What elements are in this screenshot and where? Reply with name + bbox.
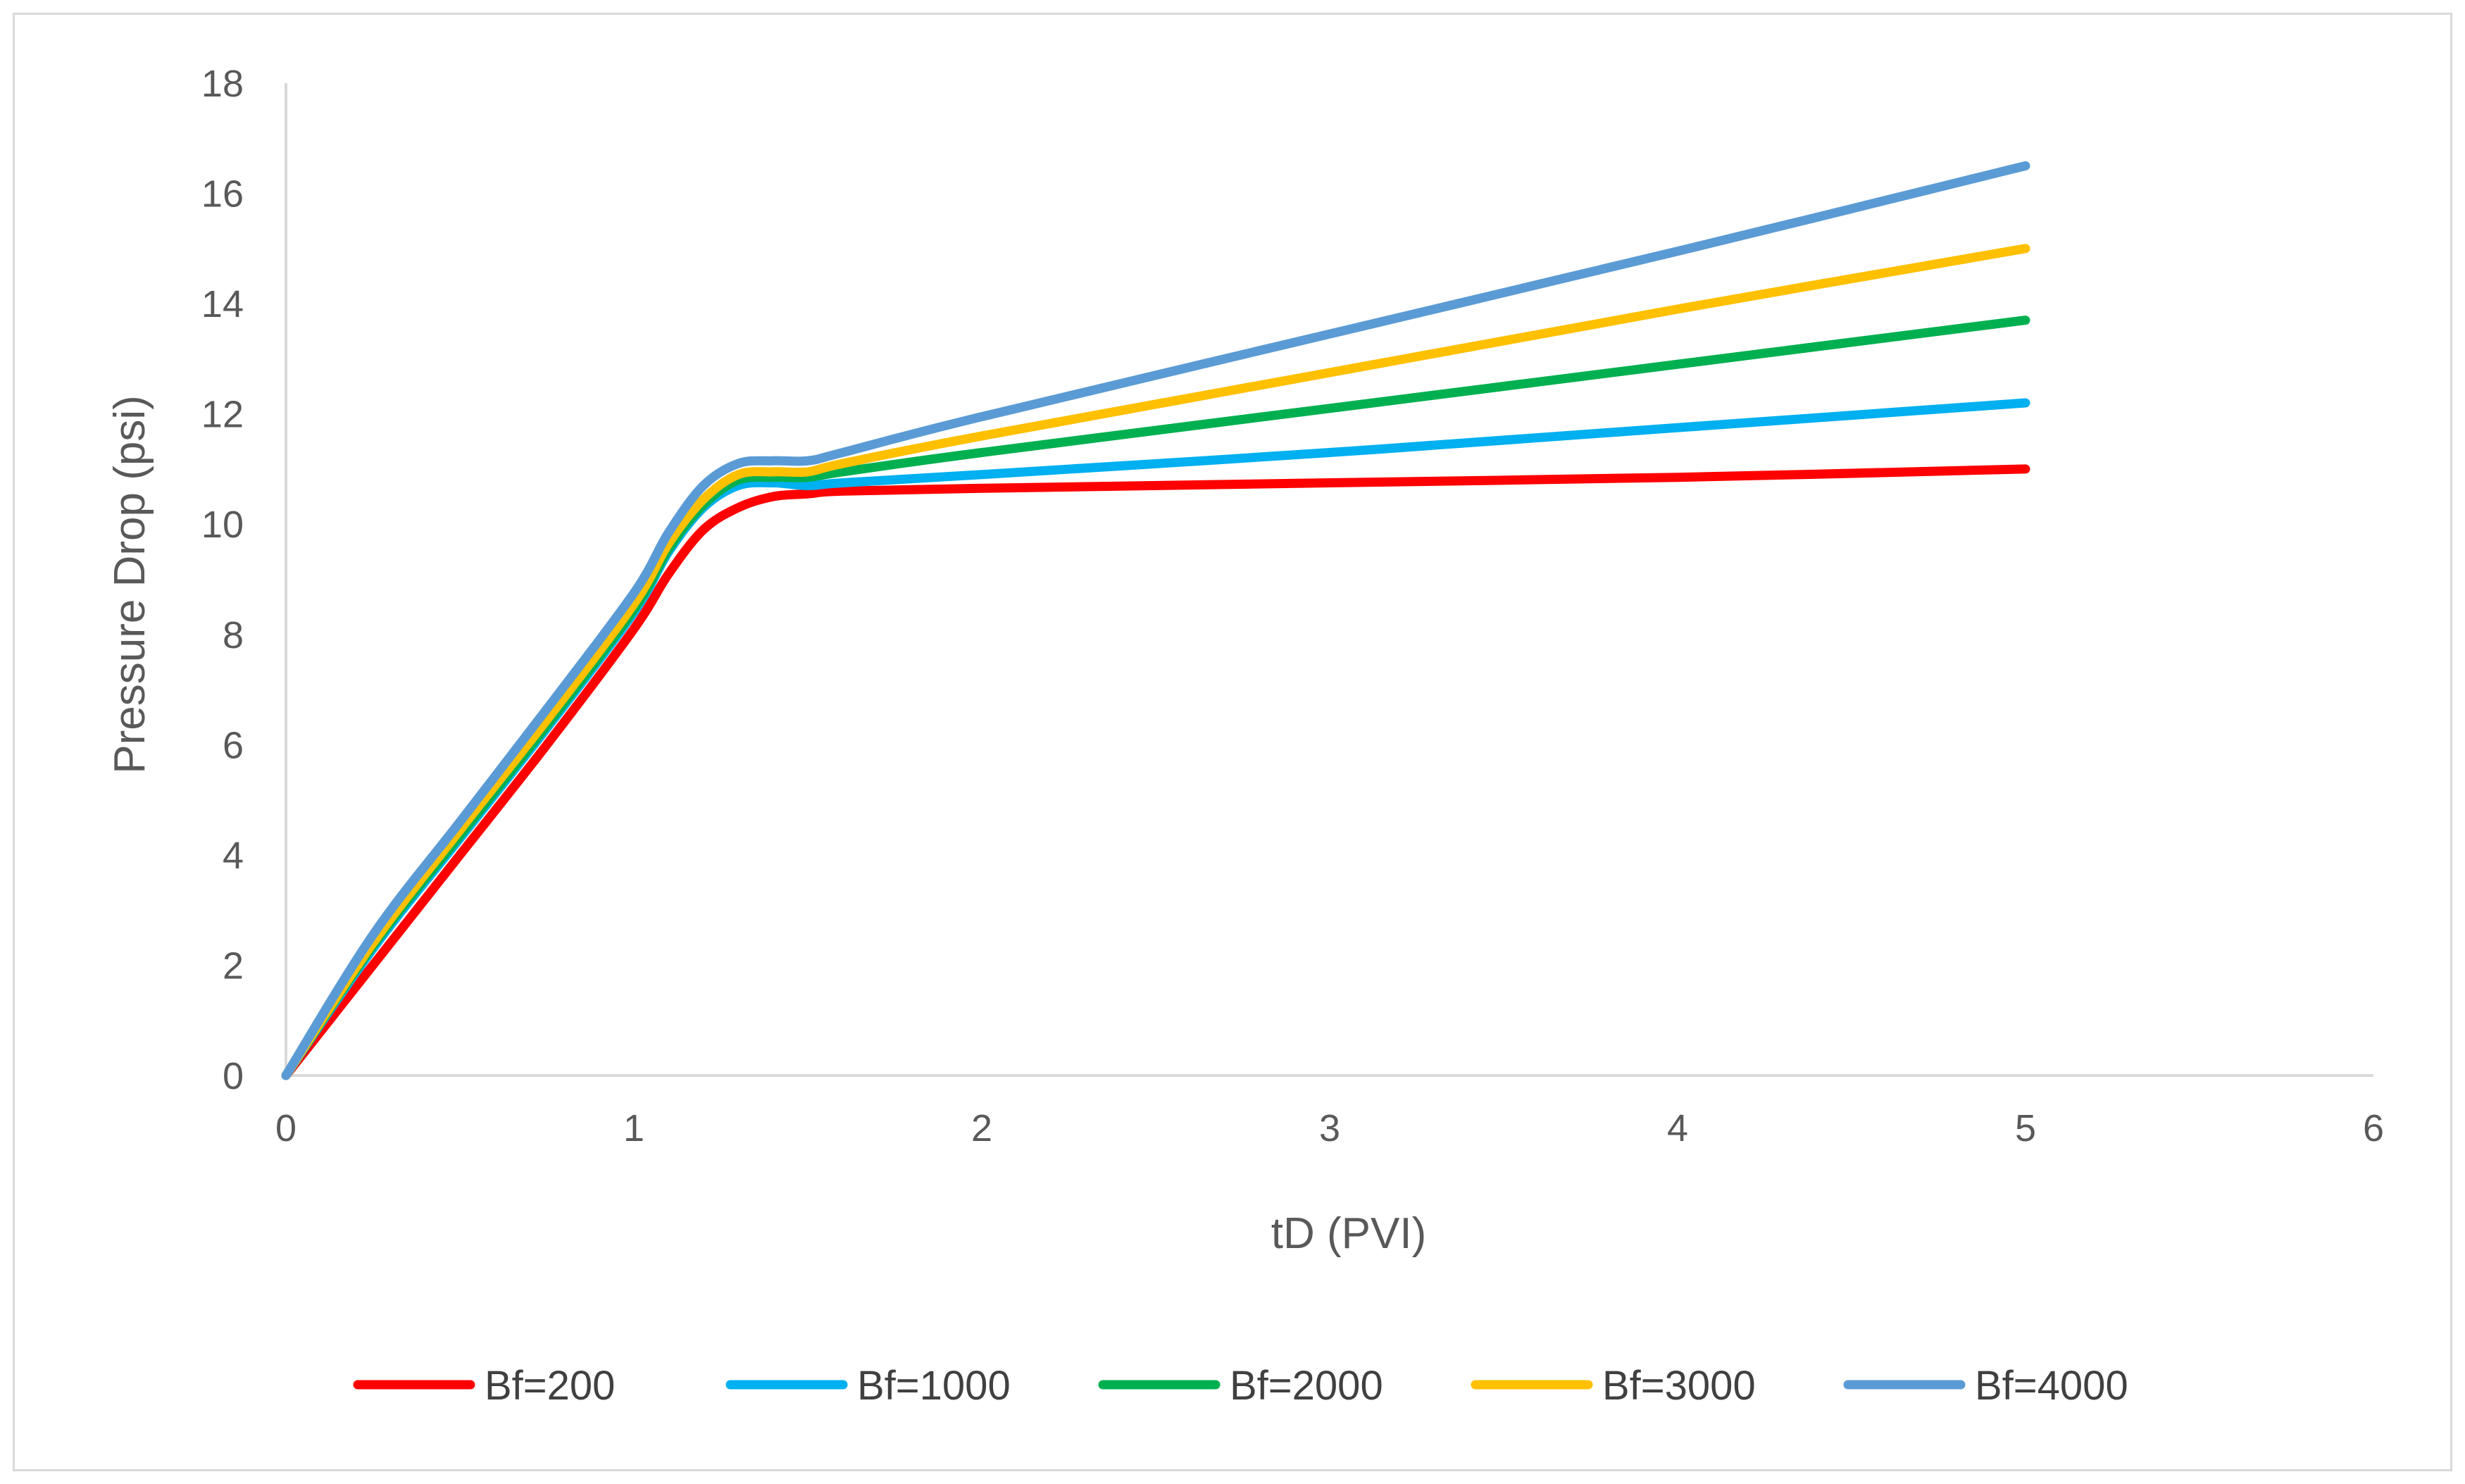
y-tick-label: 8 <box>223 614 244 656</box>
y-tick-label: 10 <box>201 504 244 546</box>
legend-item: Bf=1000 <box>725 1363 1011 1409</box>
x-tick-label: 4 <box>1667 1107 1688 1149</box>
y-tick-label: 14 <box>201 283 244 325</box>
x-axis-title: tD (PVI) <box>1271 1209 1426 1258</box>
x-tick-label: 2 <box>971 1107 992 1149</box>
chart-frame <box>13 13 2452 1471</box>
x-tick-label: 1 <box>623 1107 644 1149</box>
legend-item: Bf=3000 <box>1471 1363 1756 1409</box>
y-tick-label: 2 <box>223 944 244 987</box>
y-tick-label: 12 <box>201 394 244 436</box>
legend-label: Bf=200 <box>485 1363 615 1409</box>
x-tick-label: 3 <box>1319 1107 1340 1149</box>
series-line-1 <box>281 464 2030 1080</box>
y-tick-labels: 0 2 4 6 8 10 12 14 16 18 <box>201 63 244 1097</box>
y-tick-label: 6 <box>223 724 244 766</box>
series-line-3 <box>281 316 2030 1080</box>
legend-item: Bf=200 <box>353 1363 615 1409</box>
x-tick-label: 5 <box>2015 1107 2036 1149</box>
y-axis-title: Pressure Drop (psi) <box>106 395 154 773</box>
series-line-5 <box>281 161 2030 1080</box>
y-tick-label: 16 <box>201 173 244 216</box>
series-line-4 <box>281 244 2030 1080</box>
legend-item: Bf=4000 <box>1843 1363 2128 1409</box>
legend-item: Bf=2000 <box>1098 1363 1383 1409</box>
legend: Bf=200 Bf=1000 Bf=2000 Bf=3000 Bf=4000 <box>353 1363 2128 1409</box>
legend-label: Bf=2000 <box>1230 1363 1383 1409</box>
y-tick-label: 4 <box>223 835 244 877</box>
axes <box>285 83 2373 1077</box>
x-tick-label: 6 <box>2363 1107 2384 1149</box>
legend-label: Bf=1000 <box>857 1363 1011 1409</box>
y-tick-label: 18 <box>201 63 244 105</box>
series-lines <box>281 161 2030 1080</box>
legend-label: Bf=4000 <box>1975 1363 2128 1409</box>
x-tick-labels: 0 1 2 3 4 5 6 <box>275 1107 2384 1149</box>
y-tick-label: 0 <box>223 1055 244 1097</box>
x-tick-label: 0 <box>275 1107 297 1149</box>
legend-label: Bf=3000 <box>1602 1363 1756 1409</box>
